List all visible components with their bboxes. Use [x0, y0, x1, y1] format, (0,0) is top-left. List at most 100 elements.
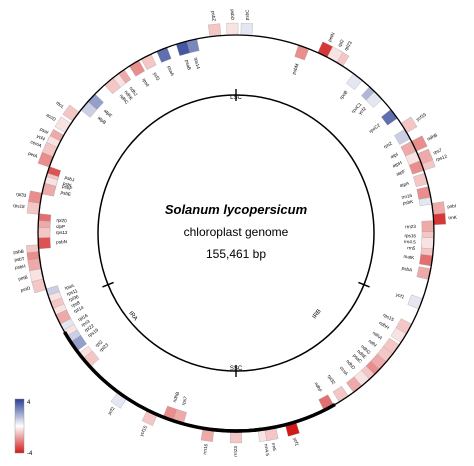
irb-thick-arc	[211, 402, 336, 433]
gene-label: trnK	[448, 215, 458, 221]
gene-label: rpl23	[98, 342, 109, 353]
gene-block	[381, 109, 398, 126]
gene-label: rps3	[80, 318, 91, 327]
gene-label: rpl23	[343, 40, 353, 52]
gene-label: petN	[327, 32, 336, 43]
scale-min-label: -4	[27, 451, 33, 457]
gene-label: psaC	[352, 353, 364, 365]
gene-label: rrn5	[407, 245, 416, 251]
gene-label: rps11	[66, 288, 79, 297]
gene-label: ndhE	[356, 349, 367, 360]
gene-label: psbJ	[64, 175, 75, 183]
gene-label: ndhB	[172, 391, 180, 403]
gene-block	[346, 73, 363, 90]
gene-label: rbcL	[55, 100, 66, 110]
gene-block	[141, 53, 157, 70]
gene-label: psbC	[244, 9, 250, 21]
gene-label: atpE	[103, 108, 113, 118]
gene-block	[421, 220, 435, 232]
gene-label: atpB	[97, 115, 107, 125]
gene-label: ndhF	[314, 381, 323, 393]
gene-label: rps16	[404, 233, 416, 238]
gene-label: psbK	[402, 199, 414, 206]
gene-label: rpoB	[339, 89, 349, 100]
gene-label: ycf1	[293, 437, 300, 447]
gene-label: rrn23	[233, 446, 238, 457]
gene-label: ndhB	[426, 132, 438, 141]
gene-block	[208, 23, 221, 37]
region-label-lsc: LSC	[230, 95, 242, 101]
gene-label: ndhH	[378, 320, 390, 330]
gene-label: ycf2	[107, 406, 116, 416]
genome-size: 155,461 bp	[206, 247, 266, 261]
region-label-ira: IRA	[127, 311, 138, 323]
gene-label: rps12	[435, 153, 448, 162]
gene-label: rps15	[382, 312, 395, 322]
gene-label: ycf4	[36, 133, 46, 141]
gene-label: matK	[403, 254, 415, 261]
gene-label: rps8	[70, 300, 81, 308]
gene-label: rps2	[383, 140, 394, 149]
gene-block	[294, 44, 310, 61]
genome-title: Solanum lycopersicum	[165, 202, 308, 217]
gene-label: psaB	[184, 59, 192, 70]
gene-block	[431, 201, 446, 215]
region-boundaries	[102, 89, 370, 377]
gene-label: atpI	[390, 152, 399, 160]
gene-label: rpl2	[94, 339, 103, 348]
region-label-irb: IRB	[312, 309, 323, 321]
gene-block	[156, 47, 172, 63]
gene-label: psbN	[56, 239, 67, 245]
gene-label: psaI	[39, 126, 49, 134]
gene-label: psbM	[291, 63, 300, 75]
gene-label: ndhC	[119, 93, 130, 105]
gene-label: ndhD	[345, 359, 356, 371]
gene-label: ndhJ	[128, 86, 138, 97]
gene-label: psbF	[62, 184, 73, 192]
gene-label: accD	[45, 112, 57, 122]
gene-label: rps4	[141, 77, 150, 88]
gene-label: rpl14	[73, 305, 85, 314]
gene-label: rpoC2	[368, 122, 381, 134]
gene-block	[37, 237, 51, 250]
gene-block	[54, 116, 72, 134]
gene-label: rps19	[87, 327, 100, 338]
gene-label: psbA	[401, 266, 413, 273]
gene-label: rrn16	[202, 443, 209, 455]
gene-block	[62, 104, 80, 122]
gene-label: rrn23	[405, 224, 416, 229]
gene-block	[26, 201, 41, 215]
gene-block	[37, 227, 51, 239]
gene-label: petD	[20, 285, 31, 293]
gene-label: atpH	[392, 160, 403, 168]
gene-label: rpl32	[327, 374, 337, 386]
region-boundary-tick	[102, 281, 114, 288]
gene-block	[240, 22, 254, 36]
gene-label: ycf3	[152, 71, 160, 81]
gene-label: ycf15	[139, 424, 148, 436]
gene-label: rpl20	[56, 218, 67, 224]
gene-label: ndhA	[372, 330, 384, 341]
ira-thick-arc	[63, 331, 261, 433]
gene-label: ndhK	[123, 89, 134, 101]
gene-label: cemA	[30, 139, 44, 149]
gene-label: psbI	[447, 203, 456, 209]
gene-ring: psbAmatKrps16trnKpsbIpsbKatpAatpFatpHatp…	[13, 9, 458, 457]
gene-label: rrn16	[401, 193, 413, 200]
gene-label: atpA	[399, 180, 410, 188]
gene-label: ycf1	[395, 292, 405, 300]
region-label-ssc: SSC	[230, 366, 243, 372]
gene-label: rpl33	[16, 191, 27, 198]
color-scale-bar	[14, 398, 25, 454]
gene-label: clpP	[56, 224, 65, 229]
gene-label: ndhI	[368, 338, 378, 348]
gene-label: psbD	[230, 9, 235, 20]
region-boundary-tick	[358, 281, 370, 288]
gene-label: psbZ	[210, 11, 216, 22]
gene-label: petA	[28, 151, 39, 159]
gene-block	[226, 22, 239, 36]
gene-label: atpF	[396, 169, 407, 177]
gene-label: rps12	[56, 230, 68, 235]
gene-label: psaA	[167, 65, 176, 77]
